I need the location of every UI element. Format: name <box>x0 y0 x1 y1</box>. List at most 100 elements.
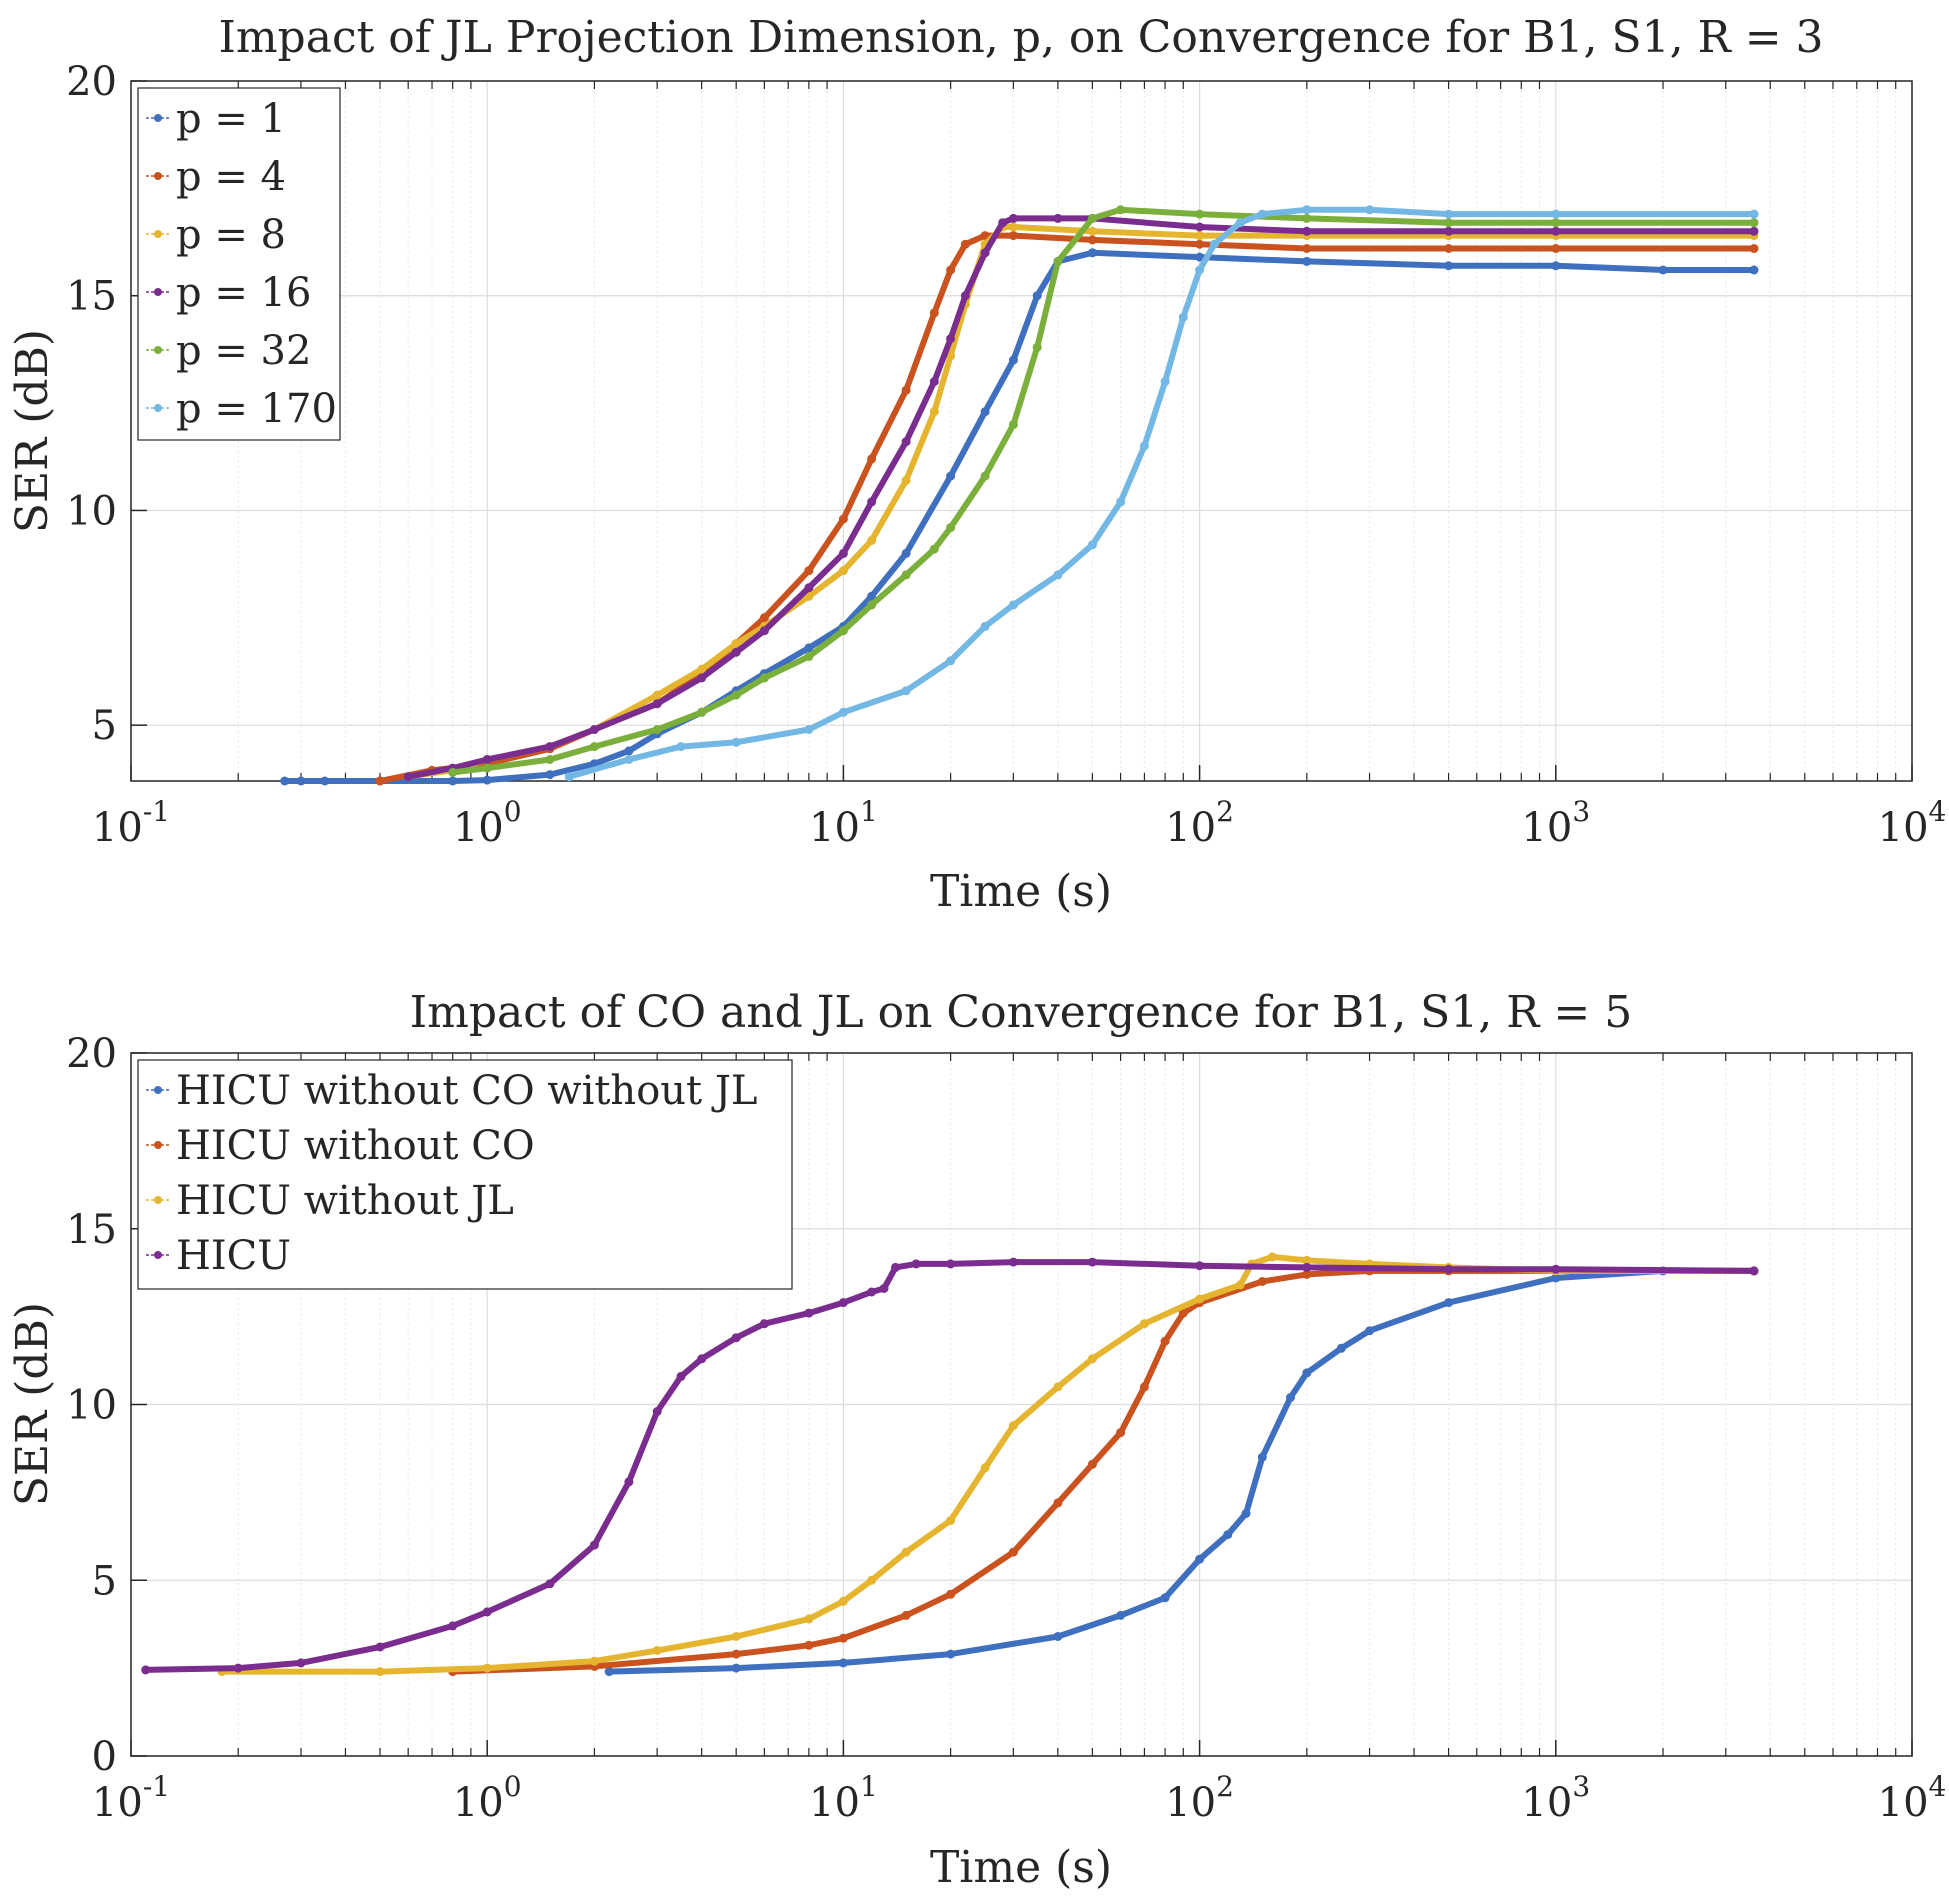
chart-top-data-point <box>804 652 814 661</box>
chart-top-data-point <box>1053 256 1063 266</box>
chart-bottom-ticks: 10-1 100 101 102 103 104 0 5 10 15 20 <box>66 1031 1946 1826</box>
chart-bottom-data-point <box>1223 1530 1233 1540</box>
chart-top-ylabel: SER (dB) <box>7 329 58 533</box>
chart-top-data-point <box>731 690 741 700</box>
chart-top-data-point <box>1444 244 1454 253</box>
chart-bottom-data-point <box>1139 1382 1149 1392</box>
chart-top: 10-1 100 101 102 103 104 5 10 15 20 Impact of JL … <box>7 12 1946 917</box>
chart-bottom-y-tick-label: 20 <box>66 1031 117 1077</box>
chart-bottom-data-point <box>804 1614 814 1624</box>
chart-top-data-point <box>960 291 970 301</box>
chart-bottom-data-point <box>1302 1255 1312 1265</box>
chart-top-data-point <box>1139 441 1149 451</box>
chart-bottom-data-point <box>1160 1593 1170 1603</box>
chart-top-data-point <box>867 497 877 507</box>
chart-top-data-point <box>448 767 458 777</box>
chart-top-data-point <box>946 351 956 361</box>
chart-top-data-point <box>1116 205 1126 215</box>
chart-top-y-tick-label: 20 <box>66 59 117 105</box>
chart-top-data-point <box>980 471 990 481</box>
chart-top-data-point <box>652 725 662 734</box>
chart-bottom-data-point <box>804 1308 814 1318</box>
chart-top-data-point <box>946 471 956 481</box>
chart-bottom-data-point <box>233 1663 243 1673</box>
chart-bottom-data-point <box>804 1640 814 1650</box>
chart-top-y-tick-label: 10 <box>66 488 117 534</box>
chart-top-legend: p = 1 p = 4 p = 8 p = 16 p = 32 p = 170 <box>137 87 341 441</box>
chart-top-data-point <box>1195 231 1205 241</box>
chart-bottom-data-point <box>375 1667 385 1677</box>
chart-bottom-series-line <box>142 1259 1757 1673</box>
chart-top-data-point <box>589 725 599 734</box>
chart-top-legend-marker <box>154 288 162 296</box>
chart-bottom-data-point <box>375 1642 385 1652</box>
chart-top-data-point <box>652 699 662 709</box>
chart-top-data-point <box>1116 497 1126 507</box>
chart-bottom-data-point <box>1749 1266 1759 1276</box>
chart-top-legend-marker <box>154 114 162 122</box>
chart-top-data-point <box>838 626 848 636</box>
chart-top-data-point <box>929 544 939 554</box>
chart-top-ticks: 10-1 100 101 102 103 104 5 10 15 20 <box>66 59 1946 851</box>
chart-bottom-data-point <box>676 1371 686 1381</box>
chart-top-data-point <box>946 656 956 666</box>
chart-top-legend-entry: p = 32 <box>146 328 311 374</box>
chart-top-legend-marker <box>154 230 162 238</box>
chart-top-data-point <box>1087 235 1097 245</box>
chart-top-data-point <box>759 626 769 636</box>
chart-bottom-series-0 <box>604 1266 1759 1677</box>
chart-top-data-point <box>403 772 413 782</box>
chart-top-legend-label: p = 1 <box>176 96 286 142</box>
chart-top-data-point <box>1209 239 1219 249</box>
chart-top-data-point <box>624 755 634 764</box>
chart-bottom-data-point <box>867 1287 877 1297</box>
chart-top-data-point <box>759 613 769 623</box>
chart-top-data-point <box>1749 265 1759 275</box>
chart-bottom-data-point <box>946 1516 956 1525</box>
chart-bottom-data-point <box>731 1663 741 1673</box>
chart-bottom-x-tick-label: 103 <box>1521 1770 1590 1826</box>
chart-bottom-data-point <box>1302 1262 1312 1272</box>
chart-top-data-point <box>1302 226 1312 236</box>
chart-top-data-point <box>1195 222 1205 232</box>
chart-top-legend-label: p = 32 <box>176 328 311 374</box>
chart-top-series-line <box>405 215 1757 780</box>
chart-bottom-data-point <box>141 1665 151 1675</box>
chart-top-data-point <box>838 514 848 524</box>
chart-bottom-x-tick-label: 101 <box>809 1770 878 1826</box>
chart-bottom-data-point <box>731 1632 741 1641</box>
chart-bottom-data-point <box>296 1658 306 1668</box>
chart-bottom-data-point <box>545 1579 555 1589</box>
chart-bottom-data-point <box>731 1333 741 1343</box>
chart-bottom-data-point <box>891 1262 900 1272</box>
chart-top-x-tick-label: 104 <box>1878 795 1947 851</box>
chart-top-series <box>280 205 1759 786</box>
chart-top-data-point <box>1160 377 1170 387</box>
chart-top-data-point <box>901 686 911 696</box>
chart-top-data-point <box>867 600 877 610</box>
chart-top-data-point <box>1235 218 1245 228</box>
chart-top-legend-label: p = 170 <box>176 386 337 432</box>
chart-bottom-legend-entry: HICU without JL <box>146 1178 514 1224</box>
chart-top-data-point <box>1257 209 1267 219</box>
chart-bottom-data-point <box>838 1633 848 1643</box>
chart-top-data-point <box>1008 213 1018 223</box>
chart-top-data-point <box>1008 222 1018 232</box>
chart-bottom-data-point <box>1302 1269 1312 1279</box>
chart-bottom-data-point <box>946 1589 956 1599</box>
chart-bottom-legend-marker <box>154 1251 162 1259</box>
chart-bottom-legend-label: HICU without CO <box>176 1123 535 1169</box>
chart-top-data-point <box>731 647 741 657</box>
chart-top-data-point <box>731 639 741 649</box>
chart-bottom-legend-entry: HICU without CO <box>146 1123 535 1169</box>
chart-top-data-point <box>980 621 990 631</box>
chart-top-data-point <box>545 742 555 752</box>
chart-top-data-point <box>320 776 330 786</box>
chart-top-y-tick-label: 15 <box>66 274 117 320</box>
chart-bottom-data-point <box>1053 1382 1063 1392</box>
chart-bottom-data-point <box>911 1259 921 1269</box>
chart-top-data-point <box>867 536 877 545</box>
chart-top-data-point <box>697 707 707 717</box>
chart-bottom-data-point <box>1139 1319 1149 1329</box>
